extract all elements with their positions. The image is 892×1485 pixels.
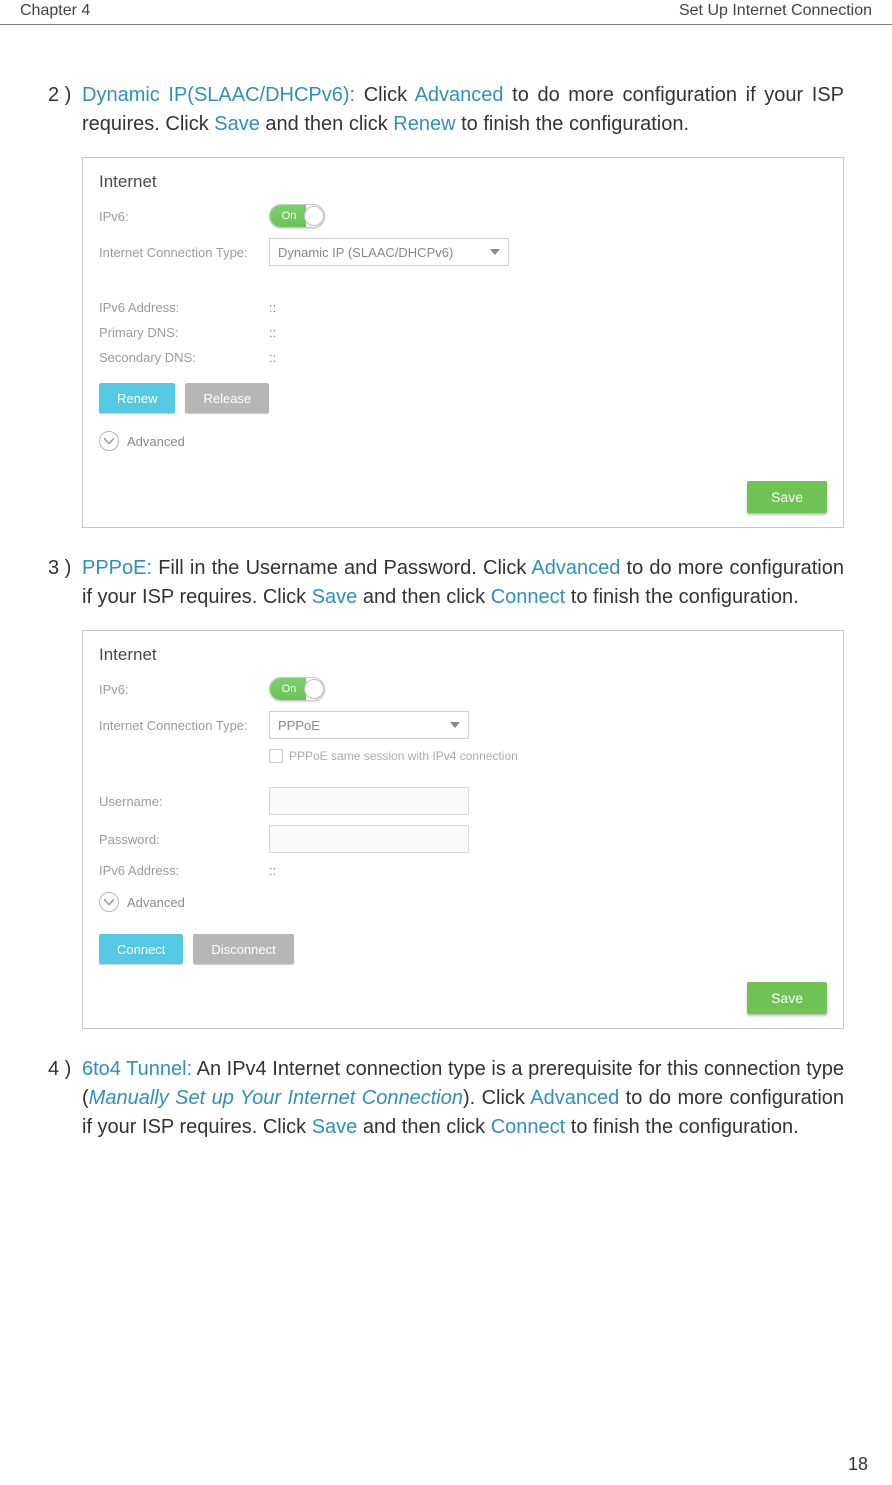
ipv6-addr-label: IPv6 Address:: [99, 300, 269, 315]
conn-type-value: Dynamic IP (SLAAC/DHCPv6): [278, 245, 453, 260]
advanced-toggle-row[interactable]: Advanced: [99, 431, 827, 451]
toggle-knob: [304, 206, 324, 226]
page-header: Chapter 4 Set Up Internet Connection: [0, 0, 892, 25]
toggle-on-label-p2: On: [270, 678, 306, 700]
same-session-row[interactable]: PPPoE same session with IPv4 connection: [269, 749, 827, 763]
conn-type-select-p2[interactable]: PPPoE: [269, 711, 469, 739]
row-conn-type: Internet Connection Type: Dynamic IP (SL…: [99, 238, 827, 266]
panel2-button-row: Connect Disconnect: [99, 934, 827, 964]
row-secondary-dns: Secondary DNS: ::: [99, 350, 827, 365]
toggle-on-label: On: [270, 205, 306, 227]
panel-dynamic-ip: Internet IPv6: On Internet Connection Ty…: [82, 157, 844, 528]
step2-lead: Dynamic IP(SLAAC/DHCPv6):: [82, 84, 355, 106]
step4-t2: ). Click: [463, 1087, 530, 1109]
page-number: 18: [848, 1454, 868, 1475]
row-ipv6-addr: IPv6 Address: ::: [99, 300, 827, 315]
step-2: 2 ) Dynamic IP(SLAAC/DHCPv6): Click Adva…: [48, 81, 844, 139]
step-3-body: PPPoE: Fill in the Username and Password…: [82, 554, 844, 612]
step-4-body: 6to4 Tunnel: An IPv4 Internet connection…: [82, 1055, 844, 1142]
toggle-knob-p2: [304, 679, 324, 699]
conn-type-label: Internet Connection Type:: [99, 245, 269, 260]
step4-t5: to finish the configuration.: [565, 1116, 798, 1138]
chevron-down-icon: [490, 249, 500, 255]
chevron-circle-icon: [99, 892, 119, 912]
advanced-label-p2: Advanced: [127, 895, 185, 910]
panel2-title: Internet: [99, 645, 827, 665]
step3-t1: Fill in the Username and Password. Click: [152, 557, 531, 579]
step2-advanced: Advanced: [415, 84, 504, 106]
step3-t3: and then click: [357, 586, 490, 608]
step-2-number: 2 ): [48, 81, 82, 139]
conn-type-value-p2: PPPoE: [278, 718, 320, 733]
primary-dns-value: ::: [269, 325, 276, 340]
row-username: Username:: [99, 787, 827, 815]
step-4: 4 ) 6to4 Tunnel: An IPv4 Internet connec…: [48, 1055, 844, 1142]
step4-manual-link[interactable]: Manually Set up Your Internet Connection: [89, 1087, 463, 1109]
row-ipv6-p2: IPv6: On: [99, 677, 827, 701]
conn-type-label-p2: Internet Connection Type:: [99, 718, 269, 733]
conn-type-select[interactable]: Dynamic IP (SLAAC/DHCPv6): [269, 238, 509, 266]
row-ipv6: IPv6: On: [99, 204, 827, 228]
step2-save: Save: [214, 113, 260, 135]
ipv6-toggle-p2[interactable]: On: [269, 677, 325, 701]
content: 2 ) Dynamic IP(SLAAC/DHCPv6): Click Adva…: [0, 25, 892, 1162]
step-3: 3 ) PPPoE: Fill in the Username and Pass…: [48, 554, 844, 612]
ipv6-toggle[interactable]: On: [269, 204, 325, 228]
save-button-p2[interactable]: Save: [747, 982, 827, 1014]
save-button[interactable]: Save: [747, 481, 827, 513]
username-label: Username:: [99, 794, 269, 809]
row-password: Password:: [99, 825, 827, 853]
chevron-circle-icon: [99, 431, 119, 451]
panel2-save-row: Save: [99, 982, 827, 1014]
release-button[interactable]: Release: [185, 383, 269, 413]
ipv6-addr-label-p2: IPv6 Address:: [99, 863, 269, 878]
row-primary-dns: Primary DNS: ::: [99, 325, 827, 340]
step-3-number: 3 ): [48, 554, 82, 612]
secondary-dns-label: Secondary DNS:: [99, 350, 269, 365]
username-input[interactable]: [269, 787, 469, 815]
step3-advanced: Advanced: [531, 557, 620, 579]
panel1-title: Internet: [99, 172, 827, 192]
step-4-number: 4 ): [48, 1055, 82, 1142]
same-session-checkbox[interactable]: [269, 749, 283, 763]
step4-advanced: Advanced: [530, 1087, 619, 1109]
step2-t4: to finish the configuration.: [456, 113, 689, 135]
ipv6-label-p2: IPv6:: [99, 682, 269, 697]
ipv6-addr-value: ::: [269, 300, 276, 315]
advanced-label: Advanced: [127, 434, 185, 449]
step-2-body: Dynamic IP(SLAAC/DHCPv6): Click Advanced…: [82, 81, 844, 139]
row-conn-type-p2: Internet Connection Type: PPPoE: [99, 711, 827, 739]
panel1-save-row: Save: [99, 481, 827, 513]
panel1-button-row: Renew Release: [99, 383, 827, 413]
step3-lead: PPPoE:: [82, 557, 152, 579]
advanced-toggle-row-p2[interactable]: Advanced: [99, 892, 827, 912]
step4-save: Save: [312, 1116, 358, 1138]
step2-renew: Renew: [393, 113, 455, 135]
step3-t4: to finish the configuration.: [565, 586, 798, 608]
step3-connect: Connect: [491, 586, 566, 608]
ipv6-label: IPv6:: [99, 209, 269, 224]
renew-button[interactable]: Renew: [99, 383, 175, 413]
primary-dns-label: Primary DNS:: [99, 325, 269, 340]
panel-pppoe: Internet IPv6: On Internet Connection Ty…: [82, 630, 844, 1029]
step2-t1: Click: [355, 84, 414, 106]
step3-save: Save: [312, 586, 358, 608]
ipv6-addr-value-p2: ::: [269, 863, 276, 878]
disconnect-button[interactable]: Disconnect: [193, 934, 293, 964]
connect-button[interactable]: Connect: [99, 934, 183, 964]
password-label: Password:: [99, 832, 269, 847]
step2-t3: and then click: [260, 113, 393, 135]
password-input[interactable]: [269, 825, 469, 853]
step4-connect: Connect: [491, 1116, 566, 1138]
same-session-label: PPPoE same session with IPv4 connection: [289, 749, 518, 763]
row-ipv6-addr-p2: IPv6 Address: ::: [99, 863, 827, 878]
chapter-label: Chapter 4: [20, 2, 90, 20]
step4-lead: 6to4 Tunnel:: [82, 1058, 192, 1080]
chevron-down-icon: [450, 722, 460, 728]
step4-t4: and then click: [357, 1116, 490, 1138]
secondary-dns-value: ::: [269, 350, 276, 365]
header-title: Set Up Internet Connection: [679, 2, 872, 20]
